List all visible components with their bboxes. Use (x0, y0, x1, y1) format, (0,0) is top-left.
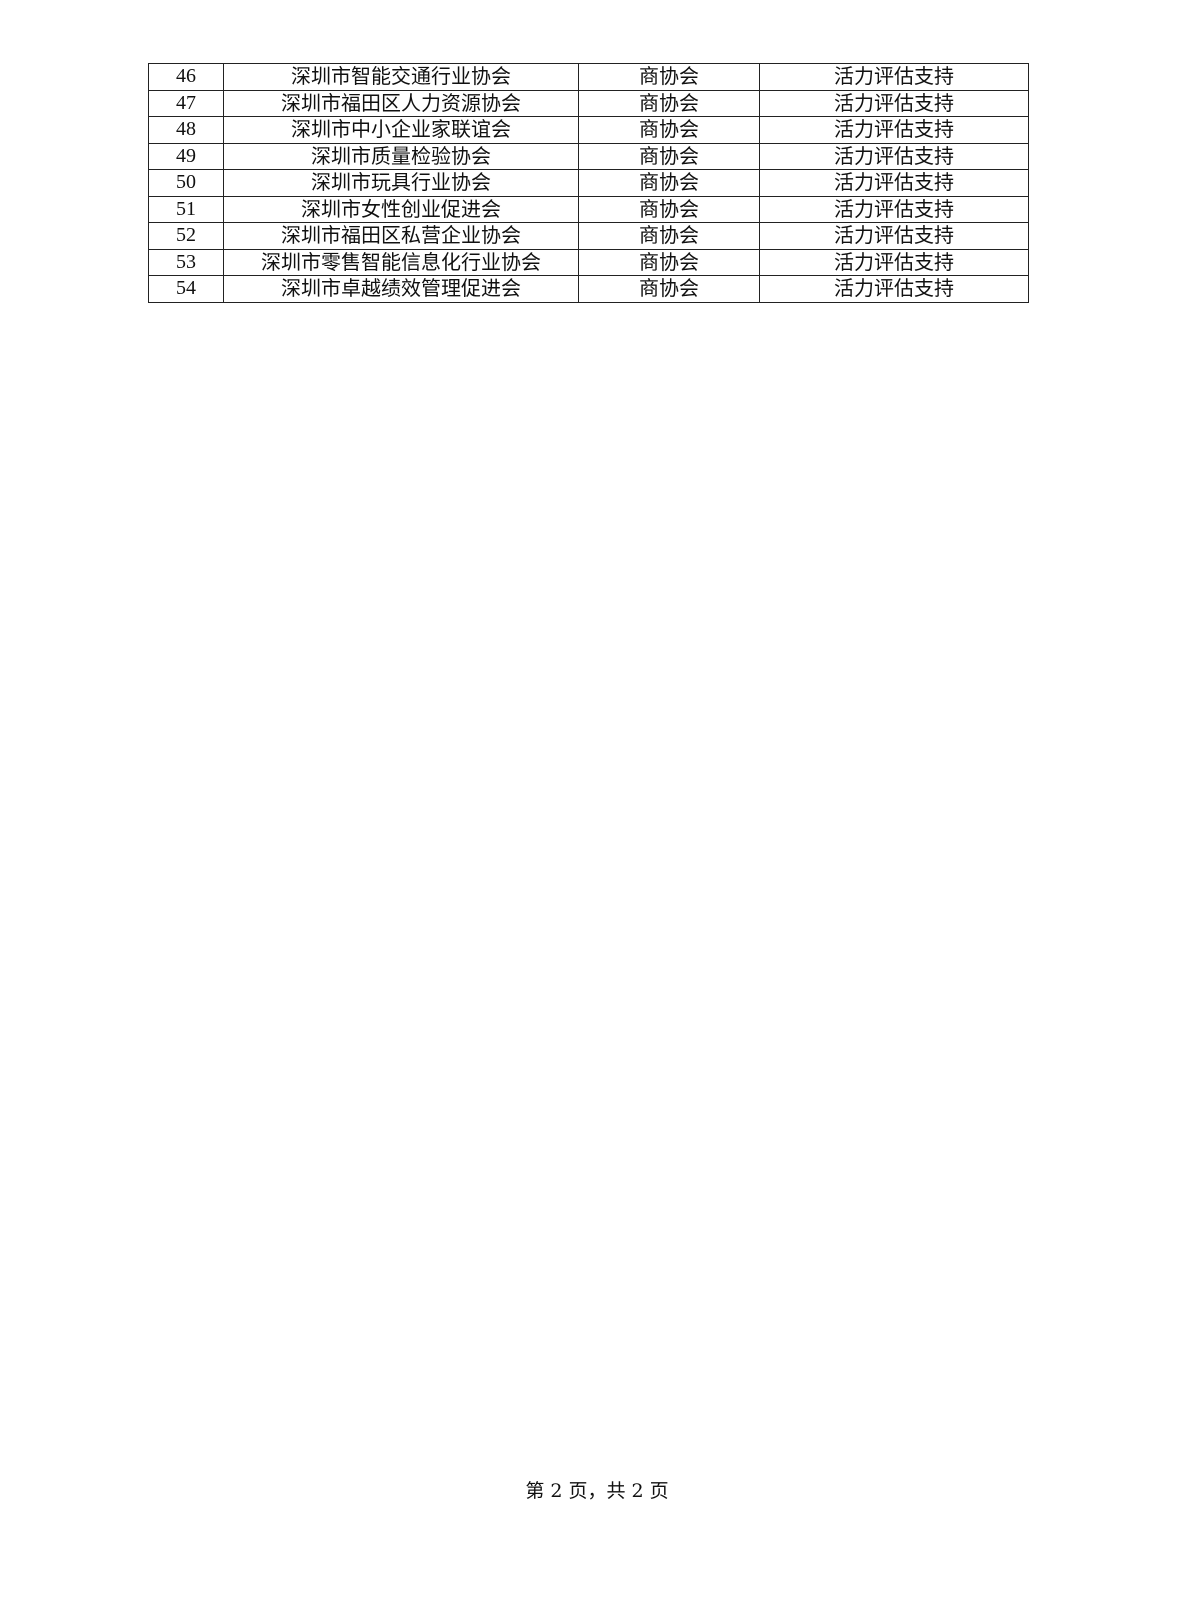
organization-type: 商协会 (578, 169, 760, 197)
support-type: 活力评估支持 (759, 89, 1029, 117)
organization-name: 深圳市玩具行业协会 (223, 169, 579, 197)
organization-name: 深圳市质量检验协会 (223, 142, 579, 170)
organization-name: 深圳市福田区人力资源协会 (223, 89, 579, 117)
page-footer: 第 2 页，共 2 页 (525, 1480, 669, 1502)
row-number: 51 (148, 195, 224, 223)
organization-name: 深圳市智能交通行业协会 (223, 63, 579, 91)
table-row: 48 深圳市中小企业家联谊会 商协会 活力评估支持 (148, 116, 1029, 144)
row-number: 49 (148, 142, 224, 170)
organization-table: 46 深圳市智能交通行业协会 商协会 活力评估支持 47 深圳市福田区人力资源协会 商协会活… (148, 63, 1029, 303)
support-type: 活力评估支持 (759, 248, 1029, 276)
row-number: 47 (148, 89, 224, 117)
organization-type: 商协会 (578, 63, 760, 91)
row-number: 52 (148, 222, 224, 250)
organization-name: 深圳市福田区私营企业协会 (223, 222, 579, 250)
support-type: 活力评估支持 (759, 169, 1029, 197)
table-row: 50 深圳市玩具行业协会 商协会 活力评估支持 (148, 169, 1029, 197)
organization-type: 商协会 (578, 142, 760, 170)
organization-type: 商协会 (578, 275, 760, 303)
support-type: 活力评估支持 (759, 195, 1029, 223)
organization-name: 深圳市卓越绩效管理促进会 (223, 275, 579, 303)
organization-type: 商协会 (578, 222, 760, 250)
organization-type: 商协会 (578, 116, 760, 144)
table-row: 52 深圳市福田区私营企业协会 商协会 活力评估支持 (148, 222, 1029, 250)
organization-name: 深圳市中小企业家联谊会 (223, 116, 579, 144)
organization-type: 商协会 (578, 195, 760, 223)
row-number: 46 (148, 63, 224, 91)
support-type: 活力评估支持 (759, 275, 1029, 303)
table-row: 49 深圳市质量检验协会 商协会 活力评估支持 (148, 142, 1029, 170)
row-number: 48 (148, 116, 224, 144)
support-type: 活力评估支持 (759, 116, 1029, 144)
table-row: 51 深圳市女性创业促进会 商协会 活力评估支持 (148, 195, 1029, 223)
organization-name: 深圳市女性创业促进会 (223, 195, 579, 223)
table-row: 46 深圳市智能交通行业协会 商协会 活力评估支持 (148, 63, 1029, 91)
table-row: 54 深圳市卓越绩效管理促进会 商协会 活力评估支持 (148, 275, 1029, 303)
table-row: 53 深圳市零售智能信息化行业协会 商协会 活力评估支持 (148, 248, 1029, 276)
support-type: 活力评估支持 (759, 142, 1029, 170)
row-number: 50 (148, 169, 224, 197)
row-number: 54 (148, 275, 224, 303)
support-type: 活力评估支持 (759, 63, 1029, 91)
table-row: 47 深圳市福田区人力资源协会 商协会 活力评估支持 (148, 89, 1029, 117)
organization-type: 商协会 (578, 89, 760, 117)
organization-type: 商协会 (578, 248, 760, 276)
organization-name: 深圳市零售智能信息化行业协会 (223, 248, 579, 276)
row-number: 53 (148, 248, 224, 276)
support-type: 活力评估支持 (759, 222, 1029, 250)
